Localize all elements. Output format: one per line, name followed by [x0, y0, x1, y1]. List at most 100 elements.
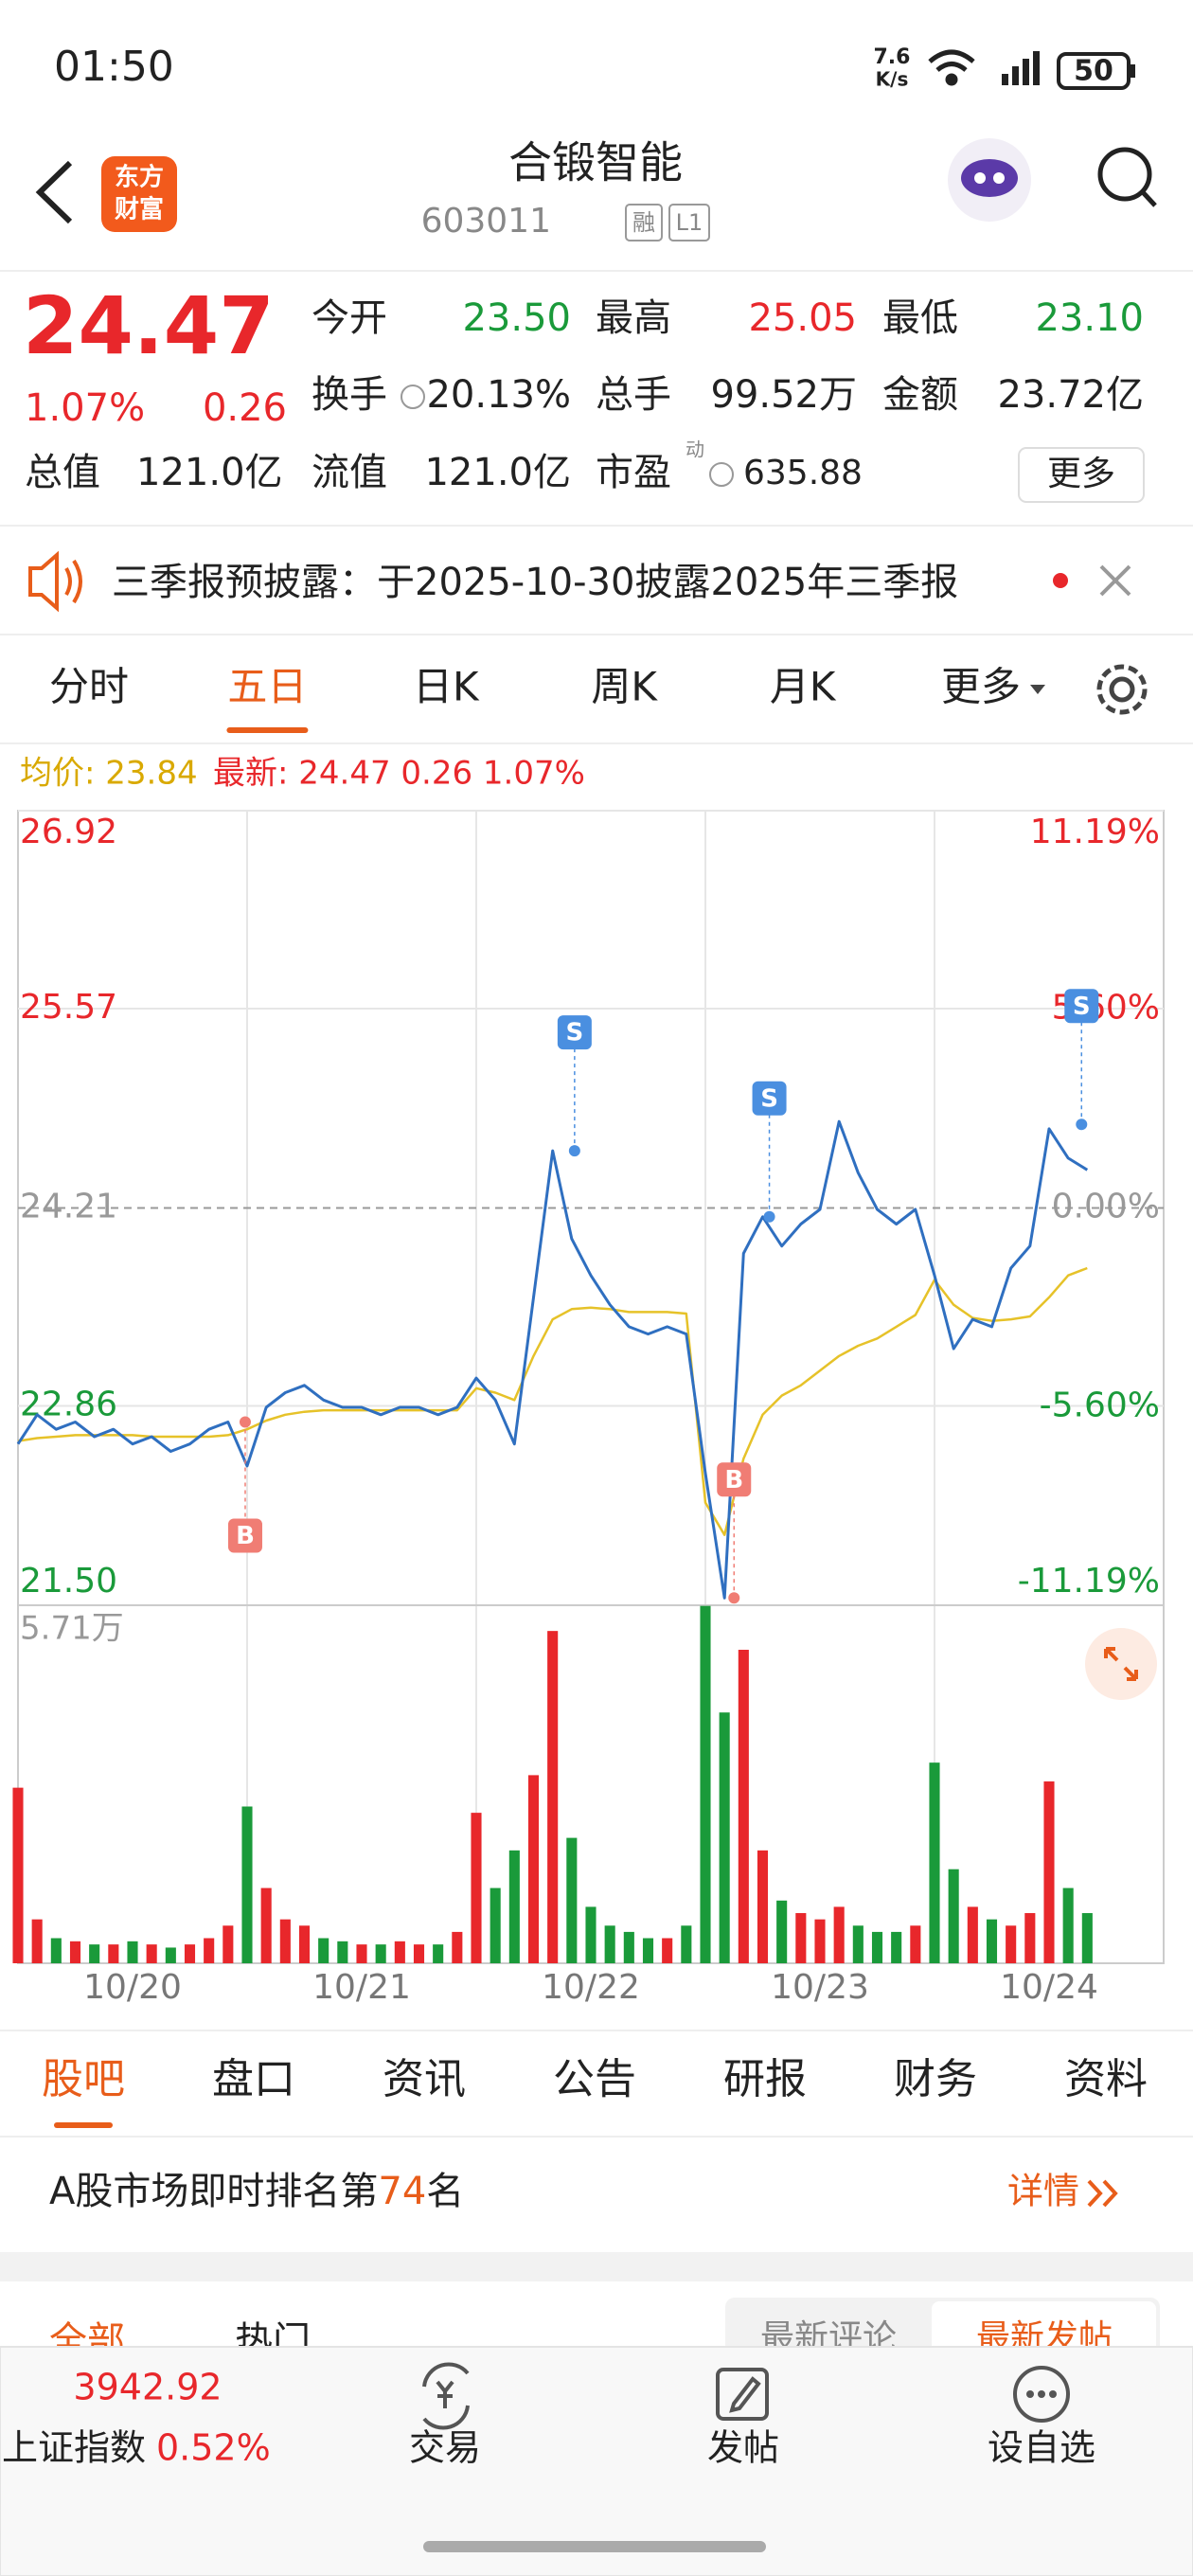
search-button[interactable] — [1097, 147, 1157, 207]
volume-bar — [375, 1944, 386, 1963]
y2-tick-label: 0.00% — [1052, 1188, 1160, 1226]
field-value: 121.0亿 — [424, 451, 571, 494]
gap — [0, 2252, 1193, 2281]
field-value: 23.50 — [462, 296, 571, 340]
stock-code: 603011 — [421, 202, 551, 241]
volume-bar — [50, 1938, 62, 1963]
y-tick-label: 21.50 — [20, 1562, 117, 1601]
info-tab[interactable]: 资料 — [1064, 2055, 1148, 2103]
volume-bar — [795, 1913, 807, 1963]
volume-bar — [204, 1938, 215, 1963]
x-tick-label: 10/24 — [1000, 1968, 1098, 2007]
badge — [625, 204, 663, 242]
field-label: 最高 — [596, 296, 671, 340]
dropdown-arrow — [1030, 685, 1045, 694]
info-icon[interactable] — [401, 385, 734, 487]
y-tick-label: 26.92 — [20, 813, 117, 851]
trade-label: B — [236, 1522, 255, 1550]
trade-label: B — [724, 1466, 743, 1494]
details-link[interactable]: 详情 — [1007, 2171, 1079, 2212]
volume-bar — [948, 1869, 959, 1963]
chart-tab[interactable]: 周K — [591, 664, 658, 710]
chart-tab[interactable]: 月K — [770, 664, 837, 710]
volume-bar — [413, 1944, 425, 1963]
chart-tab[interactable]: 更多 — [941, 664, 1021, 710]
volume-bar — [298, 1925, 311, 1963]
chart-tab[interactable]: 分时 — [49, 664, 129, 710]
ranking-prefix: A股市场即时排名第 — [49, 2170, 378, 2213]
volume-bar — [223, 1925, 234, 1963]
field-label: 总值 — [25, 451, 100, 494]
action-label[interactable]: 设自选 — [988, 2427, 1095, 2469]
field-label: 换手 — [312, 373, 387, 417]
clock: 01:50 — [54, 43, 174, 91]
volume-bar — [757, 1850, 769, 1963]
chart-tab[interactable]: 五日 — [227, 664, 307, 710]
more-button[interactable] — [1018, 447, 1145, 503]
y2-tick-label: 11.19% — [1030, 813, 1160, 851]
unread-dot — [1053, 573, 1068, 588]
expand-button[interactable] — [1085, 1628, 1157, 1700]
info-tab[interactable]: 资讯 — [383, 2055, 466, 2103]
volume-bar — [681, 1925, 692, 1963]
x-tick-label: 10/22 — [542, 1968, 640, 2007]
volume-bar — [833, 1906, 845, 1963]
volume-bar — [165, 1947, 176, 1963]
net-speed: 7.6 — [874, 45, 911, 69]
field-value: 25.05 — [748, 296, 857, 340]
info-tab[interactable]: 股吧 — [42, 2055, 125, 2103]
ranking-text[interactable]: A股市场即时排名第74名 — [49, 2170, 464, 2213]
assistant-avatar[interactable] — [948, 138, 1031, 222]
info-tab[interactable]: 财务 — [894, 2055, 977, 2103]
volume-bar — [452, 1931, 463, 1963]
wifi-icon — [928, 49, 975, 86]
trade-icon — [422, 2362, 470, 2430]
notice-text[interactable]: 三季报预披露：于2025-10-30披露2025年三季报 — [112, 561, 958, 604]
volume-bar — [776, 1900, 788, 1963]
field-sup: 动 — [686, 438, 704, 461]
info-tab[interactable]: 盘口 — [212, 2055, 295, 2103]
y-tick-label: 25.57 — [20, 988, 117, 1027]
index-name[interactable]: 上证指数 — [2, 2427, 146, 2469]
x-tick-label: 10/23 — [771, 1968, 869, 2007]
last-price: 24.47 — [23, 279, 275, 372]
app-logo — [101, 156, 177, 232]
info-tab[interactable]: 公告 — [553, 2055, 636, 2103]
battery-icon — [1057, 52, 1131, 90]
speaker-icon — [28, 550, 82, 613]
back-button[interactable] — [35, 160, 73, 224]
index-change[interactable]: 0.52% — [156, 2427, 271, 2469]
trade-label: S — [565, 1019, 583, 1047]
info-tab[interactable]: 研报 — [723, 2055, 807, 2103]
volume-bar — [1062, 1887, 1074, 1963]
volume-bar — [337, 1941, 348, 1963]
volume-bar — [394, 1941, 405, 1963]
trade-dot — [728, 1592, 740, 1604]
volume-bar — [1006, 1925, 1017, 1963]
badge-text: 融 — [632, 209, 655, 236]
field-label: 总手 — [596, 373, 671, 417]
trade-badge — [752, 1081, 787, 1116]
field-label: 金额 — [882, 373, 958, 417]
signal-icon — [1002, 51, 1040, 85]
x-tick-label: 10/20 — [83, 1968, 182, 2007]
volume-bar — [814, 1919, 826, 1963]
field-label: 最低 — [882, 296, 958, 340]
more-button-text[interactable]: 更多 — [1047, 455, 1115, 493]
action-label[interactable]: 发帖 — [707, 2427, 779, 2469]
volume-bar — [700, 1605, 711, 1963]
volume-bar — [69, 1941, 81, 1963]
settings-gear[interactable] — [1096, 664, 1148, 715]
action-label[interactable]: 交易 — [409, 2427, 481, 2469]
index-value[interactable]: 3942.92 — [73, 2367, 222, 2408]
favorite-icon — [1013, 2366, 1070, 2423]
price-line — [16, 1119, 1089, 1600]
volume-bar — [547, 1631, 559, 1963]
trade-dot — [763, 1210, 775, 1223]
close-notice[interactable] — [1099, 564, 1131, 597]
trade-dot — [1076, 1118, 1088, 1131]
field-label: 今开 — [312, 296, 387, 340]
volume-bar — [986, 1919, 998, 1963]
chart-tab[interactable]: 日K — [413, 664, 480, 710]
